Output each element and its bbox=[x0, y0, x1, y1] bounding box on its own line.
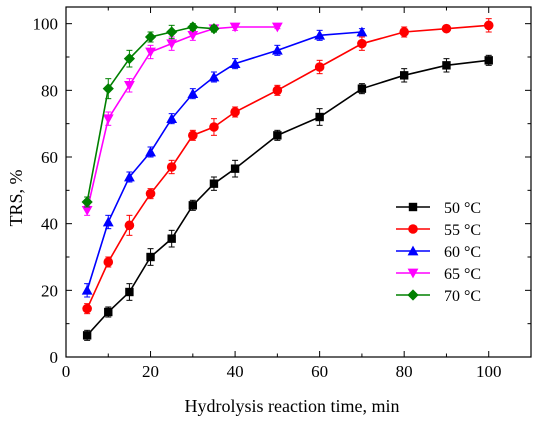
data-point bbox=[104, 307, 113, 317]
x-tick-label: 0 bbox=[62, 362, 71, 381]
data-point bbox=[442, 61, 451, 70]
data-point bbox=[441, 23, 452, 34]
data-point bbox=[271, 22, 283, 33]
legend-marker bbox=[407, 245, 419, 256]
plot-frame bbox=[65, 6, 532, 358]
data-point bbox=[102, 216, 114, 227]
legend-item-1: 55 °C bbox=[396, 222, 481, 239]
data-point bbox=[124, 171, 135, 182]
series-0 bbox=[82, 54, 493, 341]
legend-label: 65 °C bbox=[444, 266, 481, 283]
series-line bbox=[86, 59, 489, 336]
data-point bbox=[145, 188, 156, 199]
legend-label: 70 °C bbox=[444, 288, 481, 305]
legend-label: 55 °C bbox=[444, 222, 481, 239]
legend: 50 °C 55 °C 60 °C 65 °C 70 °C bbox=[396, 200, 481, 305]
data-point bbox=[483, 20, 494, 31]
legend-item-3: 65 °C bbox=[396, 266, 481, 283]
legend-marker bbox=[407, 289, 419, 301]
legend-item-4: 70 °C bbox=[396, 288, 481, 305]
axes: 0 20 40 60 80 100 0 20 40 60 80 100 bbox=[33, 6, 532, 381]
x-axis-label: Hydrolysis reaction time, min bbox=[185, 396, 400, 416]
series-line bbox=[86, 24, 489, 309]
y-tick-label: 60 bbox=[41, 148, 58, 167]
y-tick-label: 20 bbox=[41, 281, 58, 300]
data-point bbox=[145, 146, 156, 157]
y-tick-label: 80 bbox=[41, 81, 58, 100]
data-point bbox=[166, 162, 177, 172]
data-point bbox=[102, 83, 114, 95]
data-point bbox=[144, 31, 157, 43]
data-point bbox=[166, 39, 178, 50]
data-point bbox=[81, 284, 93, 295]
legend-marker bbox=[407, 268, 419, 279]
data-point bbox=[81, 196, 93, 208]
data-point bbox=[166, 113, 178, 123]
x-tick-label: 100 bbox=[476, 362, 502, 381]
series-line bbox=[86, 26, 278, 211]
data-point bbox=[209, 122, 219, 132]
data-point bbox=[123, 53, 136, 65]
data-point bbox=[484, 56, 493, 65]
legend-label: 50 °C bbox=[444, 200, 481, 217]
data-point bbox=[102, 114, 114, 125]
data-point bbox=[273, 131, 282, 140]
data-point bbox=[145, 47, 156, 58]
data-point bbox=[81, 206, 93, 216]
legend-marker bbox=[408, 202, 418, 212]
x-tick-label: 60 bbox=[311, 362, 328, 381]
y-tick-label: 100 bbox=[33, 15, 59, 34]
data-point bbox=[188, 130, 198, 141]
data-point bbox=[208, 71, 220, 82]
data-point bbox=[187, 31, 199, 41]
data-point bbox=[82, 331, 92, 340]
data-point bbox=[230, 164, 240, 173]
legend-item-0: 50 °C bbox=[396, 200, 481, 217]
data-point bbox=[208, 23, 220, 35]
data-point bbox=[124, 220, 135, 231]
data-point bbox=[125, 287, 134, 297]
x-tick-label: 80 bbox=[396, 362, 413, 381]
data-point bbox=[314, 62, 325, 72]
series-2 bbox=[81, 26, 368, 298]
data-point bbox=[315, 112, 324, 122]
data-point bbox=[272, 85, 283, 96]
data-point bbox=[399, 27, 409, 37]
series-1 bbox=[82, 18, 494, 315]
data-point bbox=[229, 22, 241, 33]
data-point bbox=[146, 252, 155, 262]
plot-area bbox=[81, 18, 494, 341]
data-point bbox=[187, 21, 199, 33]
data-point bbox=[314, 29, 326, 40]
data-point bbox=[187, 88, 199, 98]
series-4 bbox=[81, 21, 220, 208]
legend-marker bbox=[408, 224, 418, 234]
data-point bbox=[357, 38, 367, 49]
data-point bbox=[399, 71, 409, 80]
series-3 bbox=[81, 22, 283, 216]
data-point bbox=[230, 107, 240, 117]
data-point bbox=[166, 26, 178, 38]
data-point bbox=[124, 81, 135, 91]
data-point bbox=[229, 58, 241, 68]
y-axis-label: TRS, % bbox=[6, 169, 26, 226]
x-tick-label: 20 bbox=[142, 362, 159, 381]
y-tick-label: 0 bbox=[50, 348, 59, 367]
data-point bbox=[103, 257, 114, 267]
data-point bbox=[188, 201, 198, 210]
y-tick-label: 40 bbox=[41, 215, 58, 234]
data-point bbox=[356, 26, 368, 37]
data-point bbox=[357, 84, 367, 93]
data-point bbox=[82, 303, 92, 314]
data-point bbox=[271, 44, 283, 55]
data-point bbox=[209, 179, 219, 188]
legend-item-2: 60 °C bbox=[396, 244, 481, 261]
x-tick-label: 40 bbox=[227, 362, 244, 381]
data-point bbox=[167, 234, 176, 243]
legend-label: 60 °C bbox=[444, 244, 481, 261]
